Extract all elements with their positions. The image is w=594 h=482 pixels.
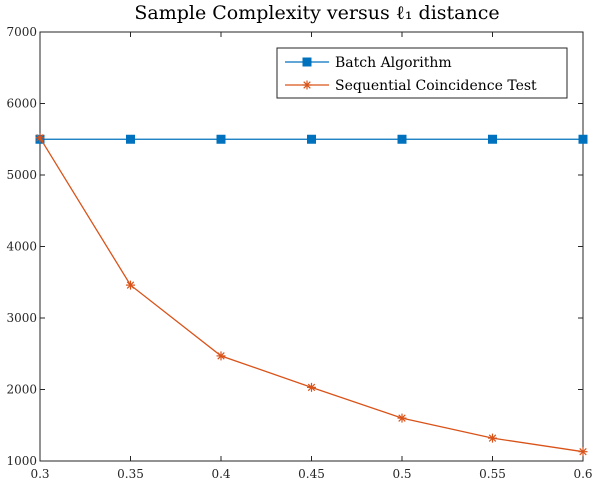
series-0 — [35, 134, 588, 144]
legend-label: Sequential Coincidence Test — [335, 78, 537, 94]
y-tick-label: 2000 — [6, 383, 37, 397]
series-layer — [35, 133, 588, 457]
legend-box — [276, 47, 568, 99]
y-tick-label: 4000 — [6, 240, 37, 254]
data-point — [578, 134, 588, 144]
x-tick-label: 0.4 — [211, 467, 230, 481]
series-line — [39, 137, 584, 453]
x-tick-label: 0.35 — [117, 467, 144, 481]
data-point — [307, 382, 316, 392]
data-point — [488, 134, 497, 144]
x-tick-label: 0.5 — [392, 467, 411, 481]
asterisk-stroke — [36, 134, 44, 142]
data-point — [397, 413, 407, 423]
x-tick-label: 0.55 — [479, 467, 506, 481]
legend: Batch Algorithm Sequential Coincidence Te… — [276, 47, 568, 99]
data-point — [578, 447, 588, 457]
data-point — [126, 134, 135, 144]
legend-marker — [302, 80, 312, 90]
x-tick-label: 0.45 — [298, 467, 325, 481]
data-point — [216, 134, 226, 144]
legend-marker — [302, 57, 312, 67]
legend-label: Batch Algorithm — [335, 55, 452, 71]
chart-title: Sample Complexity versus ℓ₁ distance — [134, 2, 499, 24]
asterisk-stroke — [303, 81, 311, 89]
x-tick-label: 0.6 — [573, 467, 592, 481]
asterisk-stroke — [126, 281, 135, 289]
data-point — [307, 134, 316, 144]
data-point — [126, 280, 135, 290]
y-tick-label: 7000 — [6, 25, 37, 39]
asterisk-stroke — [217, 352, 225, 360]
y-tick-label: 3000 — [6, 311, 37, 325]
y-tick-label: 5000 — [6, 168, 37, 182]
data-point — [488, 433, 497, 443]
axis-ticks: 0.3 0.35 0.4 0.45 0.5 0.55 0.6 1000 2000 3000 4000… — [6, 25, 592, 481]
asterisk-stroke — [488, 434, 497, 442]
asterisk-stroke — [579, 447, 587, 456]
data-point — [397, 134, 407, 144]
asterisk-stroke — [307, 383, 316, 392]
series-1 — [35, 133, 588, 457]
data-point — [216, 351, 226, 361]
y-tick-label: 6000 — [6, 97, 37, 111]
asterisk-stroke — [398, 414, 406, 422]
y-tick-label: 1000 — [6, 454, 37, 468]
data-point — [35, 133, 45, 143]
x-tick-label: 0.3 — [30, 467, 49, 481]
